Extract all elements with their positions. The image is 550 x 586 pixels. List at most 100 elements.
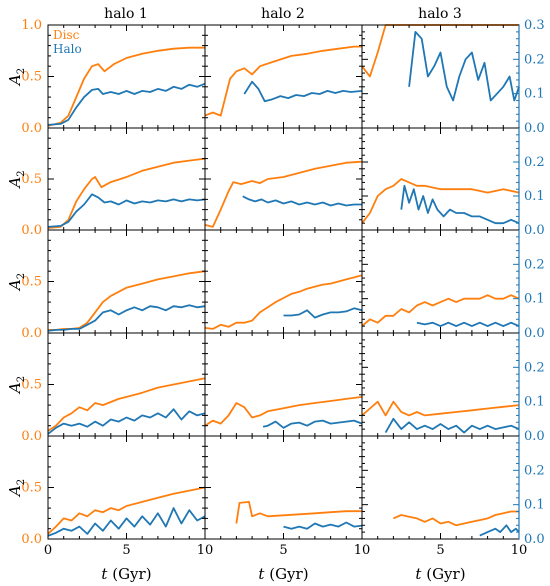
y-axis-label: A2 — [6, 273, 27, 292]
halo-series-line — [262, 419, 363, 429]
x-axis-label-var: t — [101, 565, 108, 583]
x-tick-label: 5 — [279, 543, 287, 558]
column-title-2: halo 2 — [261, 6, 305, 22]
disc-series-line — [235, 500, 362, 524]
halo-series-line — [479, 524, 520, 537]
panel-r2-c1: 0.0 0.5 — [21, 127, 206, 238]
y-tick-label-right: 0.2 — [524, 463, 545, 478]
y-tick-label-left: 0.5 — [21, 70, 42, 85]
y-tick-label-right: 0.0 — [524, 532, 545, 547]
panel-r4-c1: 0.0 0.5 — [21, 332, 206, 444]
disc-series-line — [361, 24, 519, 78]
y-tick-label-right: 0.0 — [524, 429, 545, 444]
panel-r2-c2 — [204, 127, 363, 231]
y-tick-label-right: 0.0 — [524, 326, 545, 341]
y-axis-label-base: A — [6, 177, 24, 190]
panel-r3-c1: 0.0 0.5 — [21, 229, 206, 341]
halo-series-line — [416, 321, 520, 328]
y-axis-label-sub: 2 — [16, 170, 27, 176]
y-axis-label-sub: 2 — [16, 273, 27, 279]
disc-series-line — [204, 396, 363, 427]
y-axis-label-sub: 2 — [16, 479, 27, 485]
y-tick-label-right: 0.1 — [524, 292, 545, 307]
y-tick-label-right: 0.1 — [524, 395, 545, 410]
x-axis-label-unit: (Gyr) — [264, 565, 308, 583]
legend-entry-halo: Halo — [53, 42, 82, 56]
disc-series-line — [47, 46, 205, 127]
disc-series-line — [393, 510, 519, 527]
halo-series-line — [47, 304, 206, 332]
panel-frame — [361, 332, 520, 437]
x-axis-label-unit: (Gyr) — [421, 565, 465, 583]
panel-frame — [204, 24, 363, 129]
y-tick-label-right: 0.0 — [524, 121, 545, 136]
x-tick-label: 5 — [436, 543, 444, 558]
panel-r5-c1: 0.0 0.5 0 5 10 — [21, 435, 214, 558]
panel-r5-c2: 5 10 — [204, 435, 370, 558]
y-tick-label-left: 0.0 — [21, 326, 42, 341]
y-axis-label-base: A — [6, 485, 24, 498]
disc-series-line — [204, 274, 363, 330]
panel-frame — [204, 127, 363, 231]
column-title-1: halo 1 — [104, 6, 148, 22]
panel-r3-c3: 0.0 0.1 0.2 — [361, 229, 545, 341]
halo-series-line — [283, 521, 363, 530]
panel-grid: 0.00.51.0 0.0 0.1 0.2 0.3 0.0 0.5 0.0 0.1 0.2 0.0 0… — [21, 18, 544, 558]
y-axis-label: A2 — [6, 376, 27, 395]
halo-series-line — [243, 80, 363, 103]
y-tick-label-left: 0.5 — [21, 481, 42, 496]
x-tick-label: 0 — [44, 543, 52, 558]
panel-frame — [204, 332, 363, 437]
halo-series-line — [47, 408, 206, 435]
y-axis-label-base: A — [6, 382, 24, 395]
panel-r4-c3: 0.0 0.1 0.2 — [361, 332, 545, 444]
disc-series-line — [48, 270, 206, 331]
halo-series-line — [47, 507, 206, 537]
x-axis-labels: t (Gyr) t (Gyr) t (Gyr) — [101, 565, 465, 583]
x-tick-label: 10 — [197, 543, 214, 558]
panel-r2-c3: 0.0 0.1 0.2 — [361, 127, 545, 238]
panel-r4-c2 — [204, 332, 363, 437]
halo-series-line — [242, 195, 362, 207]
panel-r1-c2 — [204, 24, 363, 129]
panel-frame — [47, 332, 206, 437]
y-tick-label-right: 0.2 — [524, 360, 545, 375]
column-title-3: halo 3 — [418, 6, 462, 22]
disc-series-line — [204, 45, 362, 117]
panel-frame — [204, 435, 363, 540]
panel-r3-c2 — [204, 229, 363, 334]
column-titles: halo 1 halo 2 halo 3 — [104, 6, 462, 22]
y-tick-label-left: 0.5 — [21, 275, 42, 290]
disc-series-line — [361, 294, 520, 327]
halo-series-line — [384, 417, 520, 434]
y-axis-label-base: A — [6, 74, 24, 87]
y-axis-label-sub: 2 — [16, 68, 27, 74]
y-axis-label: A2 — [6, 479, 27, 498]
y-tick-label-right: 0.2 — [524, 257, 545, 272]
y-axis-label: A2 — [6, 68, 27, 87]
panel-r1-c1: 0.0 0.5 1.0 — [21, 18, 206, 136]
panel-r5-c3: 0.0 0.1 0.2 5 10 — [361, 435, 545, 558]
y-axis-label: A2 — [6, 170, 27, 189]
x-axis-label-unit: (Gyr) — [107, 565, 151, 583]
y-tick-label-right: 0.3 — [524, 18, 545, 33]
y-tick-label-right: 0.1 — [524, 87, 545, 102]
x-axis-label-var: t — [415, 565, 422, 583]
y-tick-label-left: 0.5 — [21, 378, 42, 393]
disc-series-line — [47, 157, 206, 229]
halo-series-line — [47, 82, 206, 126]
x-tick-label: 5 — [122, 543, 130, 558]
y-tick-label-left: 0.0 — [21, 429, 42, 444]
panel-frame — [361, 127, 520, 231]
legend-entry-disc: Disc — [53, 28, 80, 42]
x-axis-label-var: t — [258, 565, 265, 583]
panel-frame — [361, 229, 520, 334]
y-tick-label-right: 0.1 — [524, 189, 545, 204]
panel-frame — [361, 24, 520, 129]
x-tick-label: 10 — [511, 543, 528, 558]
disc-series-line — [204, 160, 363, 228]
panel-r1-c3: 0.0 0.1 0.2 0.3 — [361, 18, 545, 136]
panel-frame — [47, 229, 206, 334]
